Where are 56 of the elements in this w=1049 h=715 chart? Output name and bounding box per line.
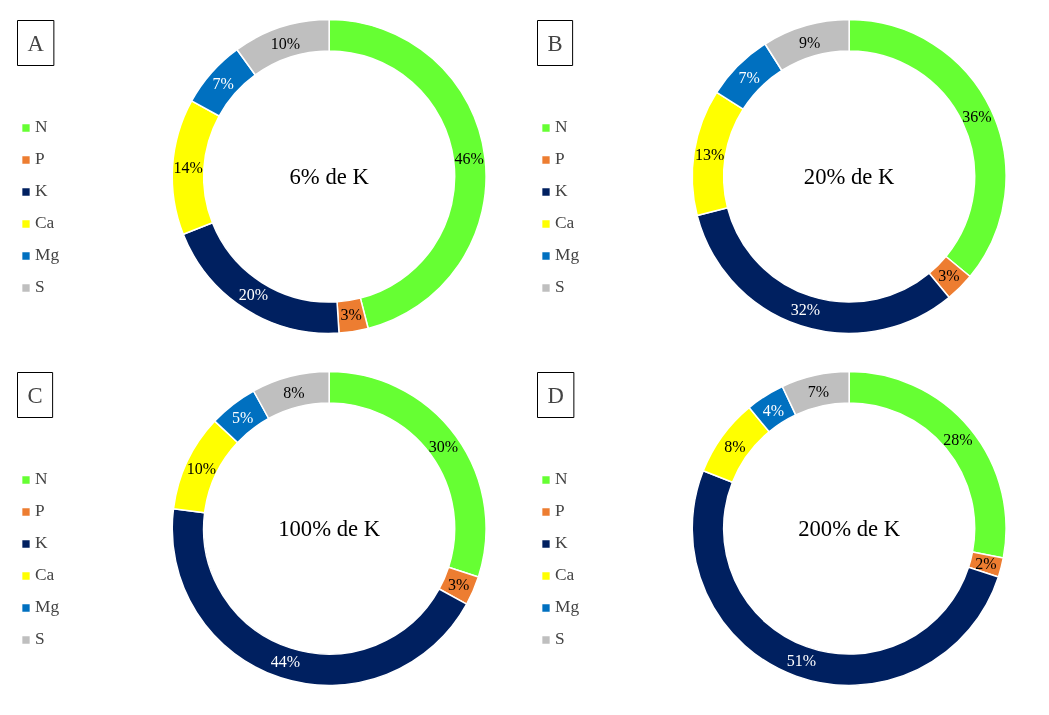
data-label: 36%	[962, 108, 992, 126]
legend-label: Mg	[35, 597, 60, 617]
text: 200% de K	[798, 516, 901, 541]
data-label: 5%	[231, 409, 254, 427]
data-label: 30%	[428, 437, 459, 455]
data-label: 3%	[340, 306, 362, 324]
data-label: 51%	[786, 651, 816, 669]
legend-label: K	[35, 533, 49, 553]
legend-label: Ca	[555, 565, 575, 585]
legend-label: S	[555, 629, 566, 649]
data-label: 32%	[790, 301, 821, 319]
data-label: 10%	[270, 34, 301, 52]
legend-label: Ca	[555, 213, 575, 233]
legend-label: P	[35, 149, 46, 169]
legend-label: S	[35, 277, 46, 297]
data-label: 14%	[173, 159, 203, 177]
text: A	[27, 30, 45, 56]
data-label: 7%	[738, 69, 760, 87]
text: D	[547, 382, 564, 408]
legend-label: N	[555, 469, 569, 489]
data-label: 10%	[186, 460, 217, 478]
data-label: 7%	[807, 383, 830, 401]
legend-label: P	[35, 501, 46, 521]
data-label: 7%	[212, 75, 234, 93]
data-label: 3%	[448, 575, 470, 593]
text: 20% de K	[803, 164, 896, 189]
data-label: 20%	[238, 286, 269, 304]
legend-label: N	[555, 117, 569, 137]
legend-label: N	[35, 469, 49, 489]
legend-label: K	[555, 181, 569, 201]
text: C	[27, 382, 43, 408]
legend-label: P	[555, 149, 566, 169]
legend-label: P	[555, 501, 566, 521]
data-label: 3%	[938, 266, 960, 284]
legend-label: S	[35, 629, 46, 649]
text: B	[547, 30, 563, 56]
data-label: 28%	[943, 430, 973, 448]
data-label: 8%	[283, 384, 305, 402]
data-label: 2%	[975, 554, 997, 572]
data-label: 9%	[799, 33, 821, 51]
data-label: 4%	[762, 401, 785, 419]
legend-label: Ca	[35, 565, 55, 585]
data-label: 46%	[454, 150, 484, 168]
text: 100% de K	[278, 516, 381, 541]
legend-label: Mg	[555, 597, 580, 617]
data-label: 13%	[695, 146, 725, 164]
data-label: 44%	[270, 653, 301, 671]
text: 6% de K	[289, 164, 370, 189]
legend-label: Mg	[35, 245, 60, 265]
data-label: 8%	[724, 437, 746, 455]
legend-label: Ca	[35, 213, 55, 233]
legend-label: Mg	[555, 245, 580, 265]
legend-label: N	[35, 117, 49, 137]
legend-label: K	[555, 533, 569, 553]
legend-label: S	[555, 277, 566, 297]
legend-label: K	[35, 181, 49, 201]
